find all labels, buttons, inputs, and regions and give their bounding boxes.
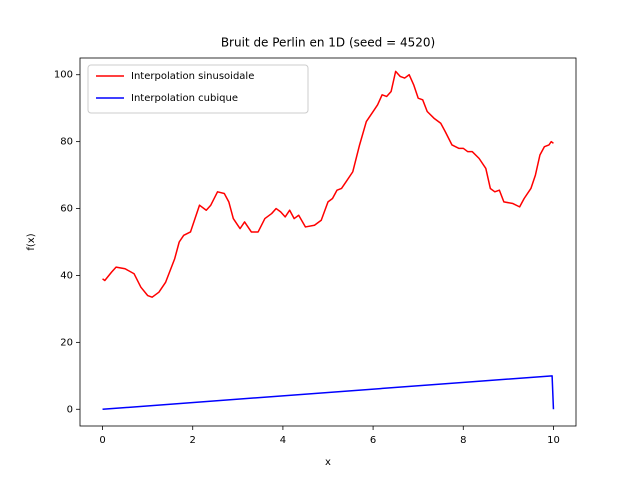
x-axis-label: x xyxy=(325,457,331,468)
x-tick-label: 0 xyxy=(99,435,105,446)
legend-label: Interpolation sinusoidale xyxy=(131,71,254,82)
legend-box xyxy=(87,64,309,114)
chart-title: Bruit de Perlin en 1D (seed = 4520) xyxy=(221,36,435,50)
x-tick-label: 10 xyxy=(547,435,560,446)
y-tick-label: 100 xyxy=(54,70,73,81)
y-tick-label: 40 xyxy=(60,270,73,281)
y-tick-label: 80 xyxy=(60,137,73,148)
data-line xyxy=(102,375,555,411)
legend-label: Interpolation cubique xyxy=(131,93,238,104)
data-line xyxy=(102,70,554,298)
x-tick-label: 8 xyxy=(460,435,466,446)
x-tick-label: 2 xyxy=(190,435,196,446)
axes-frame xyxy=(79,57,577,427)
x-tick-label: 4 xyxy=(280,435,286,446)
y-axis-label: f(x) xyxy=(26,233,37,250)
y-tick-label: 60 xyxy=(60,204,73,215)
y-tick-label: 20 xyxy=(60,337,73,348)
y-tick-label: 0 xyxy=(67,404,73,415)
x-tick-label: 6 xyxy=(370,435,376,446)
